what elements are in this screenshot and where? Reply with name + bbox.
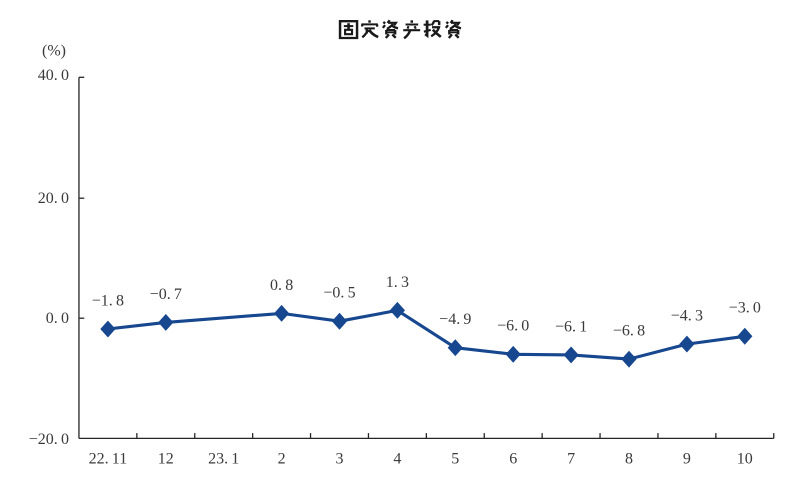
svg-text:(%): (%) [42,43,66,60]
svg-text:−20. 0: −20. 0 [29,431,69,448]
svg-text:4: 4 [393,450,401,467]
svg-text:−6. 1: −6. 1 [555,318,587,335]
svg-text:9: 9 [683,450,691,467]
svg-text:−3. 0: −3. 0 [729,300,761,317]
svg-text:−4. 3: −4. 3 [671,308,703,325]
svg-text:6: 6 [509,450,517,467]
svg-text:12: 12 [158,450,174,467]
svg-text:−6. 8: −6. 8 [613,323,645,340]
svg-text:23. 1: 23. 1 [208,450,239,467]
svg-text:−0. 7: −0. 7 [150,286,182,303]
svg-text:−1. 8: −1. 8 [92,292,124,309]
svg-text:5: 5 [451,450,459,467]
svg-text:20. 0: 20. 0 [38,190,69,207]
svg-text:−0. 5: −0. 5 [323,285,355,302]
svg-text:2: 2 [278,450,286,467]
svg-text:3: 3 [336,450,344,467]
svg-text:22. 11: 22. 11 [89,450,128,467]
svg-text:8: 8 [625,450,633,467]
svg-text:40. 0: 40. 0 [38,67,69,84]
svg-text:10: 10 [737,450,753,467]
svg-text:7: 7 [567,450,575,467]
svg-text:−4. 9: −4. 9 [439,311,471,328]
svg-text:0. 0: 0. 0 [46,310,69,327]
svg-text:−6. 0: −6. 0 [497,318,529,335]
svg-text:0. 8: 0. 8 [270,277,293,294]
svg-text:1. 3: 1. 3 [386,274,409,291]
